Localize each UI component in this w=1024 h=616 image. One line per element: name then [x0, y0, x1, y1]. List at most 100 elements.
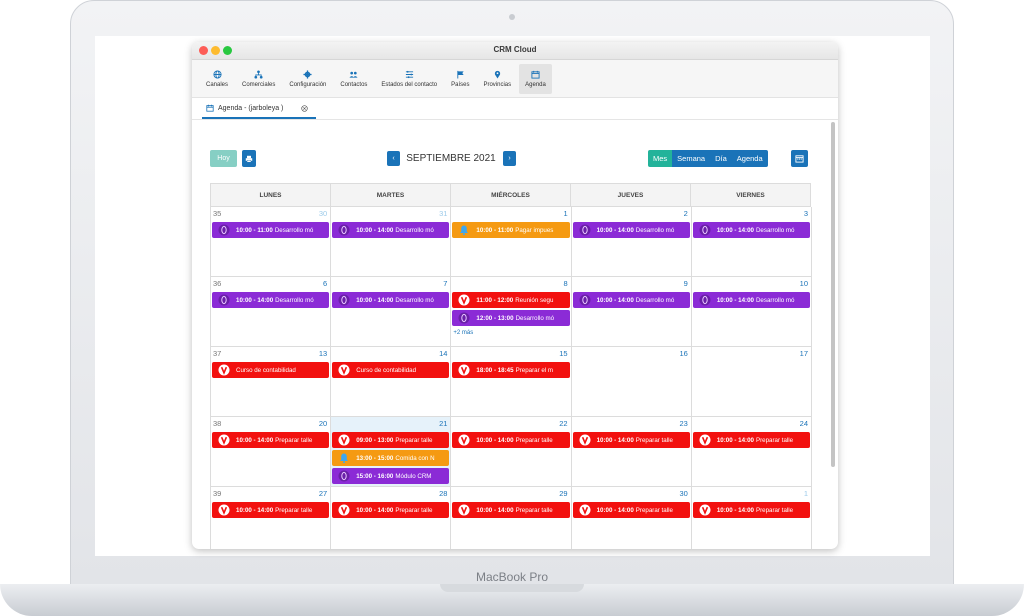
day-number[interactable]: 2 [683, 209, 688, 218]
day-cell[interactable]: 9 10:00 - 14:00 Desarrollo mó [572, 277, 692, 346]
calendar-event[interactable]: 18:00 - 18:45 Preparar el m [452, 362, 570, 378]
date-picker-button[interactable] [791, 150, 808, 167]
view-button-mes[interactable]: Mes [648, 150, 673, 167]
close-tab-icon[interactable] [301, 104, 309, 112]
view-button-semana[interactable]: Semana [672, 150, 711, 167]
day-cell[interactable]: 38 20 10:00 - 14:00 Preparar talle [211, 417, 332, 486]
calendar-event[interactable]: 10:00 - 14:00 Preparar talle [572, 502, 690, 518]
calendar-event[interactable]: 10:00 - 14:00 Preparar talle [332, 502, 450, 518]
day-number[interactable]: 7 [443, 279, 448, 288]
view-button-agenda[interactable]: Agenda [731, 150, 768, 167]
calendar-event[interactable]: 09:00 - 13:00 Preparar talle [332, 432, 450, 448]
day-number[interactable]: 28 [439, 489, 448, 498]
calendar-event[interactable]: 11:00 - 12:00 Reunión segu [452, 292, 570, 308]
previous-month-button[interactable]: ‹ [387, 151, 400, 166]
day-number[interactable]: 1 [803, 489, 809, 498]
day-cell[interactable]: 2 10:00 - 14:00 Desarrollo mó [572, 207, 692, 276]
view-button-día[interactable]: Día [710, 150, 732, 167]
day-number[interactable]: 14 [439, 349, 448, 358]
toolbar-item-contactos[interactable]: Contactos [334, 64, 373, 94]
day-cell[interactable]: 1 10:00 - 14:00 Preparar talle [692, 487, 813, 549]
calendar-event[interactable]: Curso de contabilidad [332, 362, 450, 378]
day-number[interactable]: 8 [563, 279, 568, 288]
day-cell[interactable]: 31 10:00 - 14:00 Desarrollo mó [331, 207, 452, 276]
day-cell[interactable]: 22 10:00 - 14:00 Preparar talle [451, 417, 572, 486]
tab-agenda[interactable]: Agenda - (jarboleya ) [202, 104, 317, 119]
day-number[interactable]: 30 [318, 209, 328, 218]
day-number[interactable]: 24 [799, 419, 809, 428]
day-cell[interactable]: 35 30 10:00 - 11:00 Desarrollo mó [211, 207, 332, 276]
print-button[interactable] [242, 150, 256, 167]
day-number[interactable]: 29 [559, 489, 568, 498]
day-cell[interactable]: 24 10:00 - 14:00 Preparar talle [692, 417, 813, 486]
calendar-event[interactable]: 10:00 - 14:00 Desarrollo mó [332, 292, 450, 308]
calendar-event[interactable]: 10:00 - 14:00 Desarrollo mó [572, 222, 690, 238]
calendar-event[interactable]: 10:00 - 14:00 Preparar talle [212, 502, 330, 518]
day-number[interactable]: 15 [559, 349, 568, 358]
day-cell[interactable]: 23 10:00 - 14:00 Preparar talle [572, 417, 692, 486]
calendar-event[interactable]: 10:00 - 14:00 Desarrollo mó [332, 222, 450, 238]
day-number[interactable]: 10 [799, 279, 809, 288]
toolbar-item-comerciales[interactable]: Comerciales [236, 64, 281, 94]
day-cell[interactable]: 14 Curso de contabilidad [331, 347, 452, 416]
calendar-event[interactable]: 10:00 - 14:00 Preparar talle [692, 502, 811, 518]
calendar-event[interactable]: 10:00 - 14:00 Desarrollo mó [692, 292, 811, 308]
calendar-event[interactable]: 10:00 - 14:00 Preparar talle [212, 432, 330, 448]
day-cell[interactable]: 36 6 10:00 - 14:00 Desarrollo mó [211, 277, 332, 346]
day-cell[interactable]: 1 10:00 - 11:00 Pagar impues [451, 207, 572, 276]
day-cell[interactable]: 21 09:00 - 13:00 Preparar talle 13:00 - 15:… [331, 417, 452, 486]
day-cell[interactable]: 3 10:00 - 14:00 Desarrollo mó [692, 207, 813, 276]
calendar-event[interactable]: 10:00 - 14:00 Desarrollo mó [692, 222, 811, 238]
day-cell[interactable]: 39 27 10:00 - 14:00 Preparar talle [211, 487, 332, 549]
toolbar-item-agenda[interactable]: Agenda [519, 63, 552, 94]
toolbar-item-provincias[interactable]: Provincias [477, 64, 517, 94]
today-button[interactable]: Hoy [210, 150, 237, 167]
day-number[interactable]: 21 [439, 419, 448, 428]
toolbar-item-estados-del-contacto[interactable]: Estados del contacto [375, 64, 443, 94]
day-number[interactable]: 17 [799, 349, 809, 358]
vertical-scrollbar[interactable] [831, 122, 835, 467]
day-number[interactable]: 20 [318, 419, 328, 428]
day-number[interactable]: 9 [683, 279, 688, 288]
close-window-button[interactable] [199, 46, 208, 55]
more-events-link[interactable]: +2 más [453, 330, 474, 336]
day-number[interactable]: 16 [679, 349, 688, 358]
day-cell[interactable]: 29 10:00 - 14:00 Preparar talle [451, 487, 572, 549]
calendar-event[interactable]: Curso de contabilidad [212, 362, 330, 378]
day-number[interactable]: 1 [563, 209, 568, 218]
day-cell[interactable]: 10 10:00 - 14:00 Desarrollo mó [692, 277, 813, 346]
day-cell[interactable]: 7 10:00 - 14:00 Desarrollo mó [331, 277, 452, 346]
calendar-event[interactable]: 10:00 - 14:00 Desarrollo mó [212, 292, 330, 308]
day-number[interactable]: 31 [439, 209, 448, 218]
day-number[interactable]: 27 [318, 489, 328, 498]
day-number[interactable]: 6 [323, 279, 328, 288]
day-number[interactable]: 22 [559, 419, 568, 428]
day-cell[interactable]: 8 11:00 - 12:00 Reunión segu 12:00 - 13:00 D… [451, 277, 572, 346]
calendar-event[interactable]: 10:00 - 14:00 Desarrollo mó [572, 292, 690, 308]
calendar-event[interactable]: 10:00 - 14:00 Preparar talle [692, 432, 811, 448]
day-cell[interactable]: 30 10:00 - 14:00 Preparar talle [572, 487, 692, 549]
toolbar-item-canales[interactable]: Canales [200, 64, 234, 94]
toolbar-item-configuración[interactable]: Configuración [283, 64, 332, 94]
toolbar-item-países[interactable]: Países [445, 64, 475, 94]
calendar-event[interactable]: 13:00 - 15:00 Comida con N [332, 450, 450, 466]
day-cell[interactable]: 28 10:00 - 14:00 Preparar talle [331, 487, 452, 549]
day-number[interactable]: 3 [803, 209, 809, 218]
day-number[interactable]: 23 [679, 419, 688, 428]
calendar-event[interactable]: 10:00 - 11:00 Desarrollo mó [212, 222, 330, 238]
maximize-window-button[interactable] [223, 46, 232, 55]
minimize-window-button[interactable] [211, 46, 220, 55]
calendar-event[interactable]: 10:00 - 11:00 Pagar impues [452, 222, 570, 238]
day-cell[interactable]: 17 [692, 347, 813, 416]
day-cell[interactable]: 16 [572, 347, 692, 416]
calendar-event[interactable]: 10:00 - 14:00 Preparar talle [572, 432, 690, 448]
calendar-event[interactable]: 15:00 - 16:00 Módulo CRM [332, 468, 450, 484]
calendar-event[interactable]: 10:00 - 14:00 Preparar talle [452, 502, 570, 518]
day-number[interactable]: 13 [318, 349, 328, 358]
calendar-event[interactable]: 10:00 - 14:00 Preparar talle [452, 432, 570, 448]
day-cell[interactable]: 37 13 Curso de contabilidad [211, 347, 332, 416]
day-number[interactable]: 30 [679, 489, 688, 498]
calendar-event[interactable]: 12:00 - 13:00 Desarrollo mó [452, 310, 570, 326]
day-cell[interactable]: 15 18:00 - 18:45 Preparar el m [451, 347, 572, 416]
next-month-button[interactable]: › [503, 151, 516, 166]
